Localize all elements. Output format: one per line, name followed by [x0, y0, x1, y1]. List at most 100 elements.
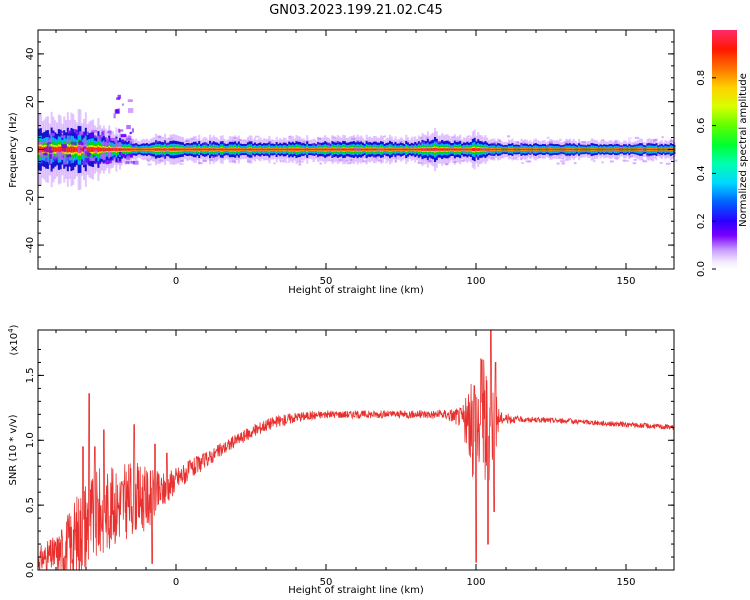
heatmap-halo-cell: [336, 147, 341, 150]
heatmap-cell: [579, 148, 582, 151]
heatmap-halo-cell: [657, 154, 661, 157]
heatmap-halo-cell: [378, 159, 382, 162]
heatmap-halo-cell: [570, 149, 575, 152]
heatmap-cell: [630, 148, 633, 151]
heatmap-scatter-cell: [130, 160, 135, 164]
heatmap-cell: [473, 147, 476, 152]
heatmap-cell: [324, 148, 327, 151]
heatmap-cell: [552, 148, 555, 151]
heatmap-halo-cell: [400, 146, 404, 149]
heatmap-cell: [558, 148, 561, 151]
heatmap-halo-cell: [425, 146, 429, 149]
heatmap-halo-cell: [412, 155, 416, 158]
heatmap-cell: [590, 148, 593, 151]
heatmap-scatter-cell: [82, 152, 86, 157]
heatmap-cell: [401, 148, 404, 151]
snr-x-tick-label: 150: [616, 577, 635, 588]
heatmap-cell: [173, 148, 176, 151]
heatmap-cell: [110, 147, 113, 152]
heatmap-scatter-cell: [78, 140, 83, 143]
heatmap-halo-cell: [452, 161, 457, 164]
heatmap-cell: [605, 148, 608, 151]
heatmap-cell: [219, 148, 222, 151]
heatmap-halo-cell: [351, 153, 355, 156]
heatmap-cell: [565, 148, 568, 151]
heatmap-halo-cell: [625, 159, 630, 162]
heatmap-cell: [291, 148, 294, 151]
heatmap-cell: [495, 148, 498, 151]
heatmap-cell: [491, 148, 494, 151]
colorbar-tick-label: 0.8: [696, 70, 707, 86]
heatmap-cell: [381, 148, 384, 151]
heatmap-scatter-cell: [121, 103, 124, 106]
heatmap-scatter-cell: [68, 160, 73, 164]
heatmap-cell: [470, 148, 473, 151]
heatmap-halo-cell: [558, 138, 562, 141]
heatmap-cell: [299, 148, 302, 151]
heatmap-scatter-cell: [43, 152, 48, 157]
heatmap-cell: [489, 148, 492, 151]
heatmap-halo-cell: [176, 143, 180, 146]
heatmap-y-label: Frequency (Hz): [8, 112, 19, 188]
heatmap-scatter-cell: [63, 160, 68, 165]
heatmap-halo-cell: [642, 160, 648, 163]
heatmap-scatter-cell: [48, 150, 53, 154]
heatmap-cell: [273, 148, 276, 151]
heatmap-halo-cell: [512, 157, 517, 160]
heatmap-halo-cell: [302, 152, 307, 155]
heatmap-scatter-cell: [121, 139, 125, 143]
heatmap-cell: [338, 148, 341, 151]
colorbar-tick-label: 0.4: [696, 165, 707, 181]
heatmap-halo-cell: [556, 162, 560, 165]
heatmap-y-tick-label: -40: [25, 237, 36, 253]
heatmap-halo-cell: [468, 154, 471, 157]
heatmap-halo-cell: [147, 163, 152, 166]
heatmap-cell: [288, 148, 291, 151]
heatmap-cell: [194, 148, 197, 151]
heatmap-cell: [169, 148, 172, 151]
heatmap-scatter-cell: [58, 156, 64, 160]
heatmap-cell: [286, 148, 289, 151]
heatmap-halo-cell: [546, 145, 550, 148]
heatmap-cell: [464, 148, 467, 151]
heatmap-cell: [423, 148, 426, 151]
heatmap-cell: [531, 148, 534, 151]
heatmap-halo-cell: [157, 136, 162, 139]
heatmap-scatter-cell: [76, 133, 79, 136]
heatmap-cell: [200, 148, 203, 151]
heatmap-cell: [624, 148, 627, 151]
heatmap-cell: [344, 148, 347, 151]
heatmap-cell: [113, 148, 116, 151]
heatmap-scatter-cell: [117, 94, 121, 99]
heatmap-cell: [657, 148, 660, 151]
heatmap-cell: [322, 148, 325, 151]
heatmap-halo-cell: [529, 152, 533, 155]
heatmap-cell: [615, 148, 618, 151]
heatmap-cell: [270, 148, 273, 151]
heatmap-halo-cell: [592, 160, 596, 163]
heatmap-cell: [167, 148, 170, 151]
heatmap-cell: [122, 148, 125, 151]
heatmap-cell: [520, 148, 523, 151]
heatmap-scatter-cell: [49, 132, 55, 137]
heatmap-cell: [115, 147, 118, 152]
heatmap-cell: [201, 148, 204, 151]
heatmap-cell: [171, 148, 174, 151]
heatmap-cell: [398, 148, 401, 151]
heatmap-cell: [425, 148, 428, 151]
heatmap-halo-cell: [246, 160, 251, 163]
heatmap-cell: [155, 148, 158, 151]
heatmap-cell: [543, 148, 546, 151]
heatmap-halo-cell: [147, 160, 150, 163]
heatmap-cell: [275, 148, 278, 151]
heatmap-cell: [191, 148, 194, 151]
heatmap-cell: [497, 148, 500, 151]
heatmap-scatter-cell: [121, 153, 126, 158]
heatmap-halo-cell: [460, 159, 465, 162]
heatmap-halo-cell: [158, 159, 163, 162]
heatmap-scatter-cell: [62, 157, 69, 160]
heatmap-cell: [614, 148, 617, 151]
heatmap-cell: [255, 148, 258, 151]
heatmap-scatter-cell: [107, 152, 112, 157]
heatmap-cell: [248, 148, 251, 151]
